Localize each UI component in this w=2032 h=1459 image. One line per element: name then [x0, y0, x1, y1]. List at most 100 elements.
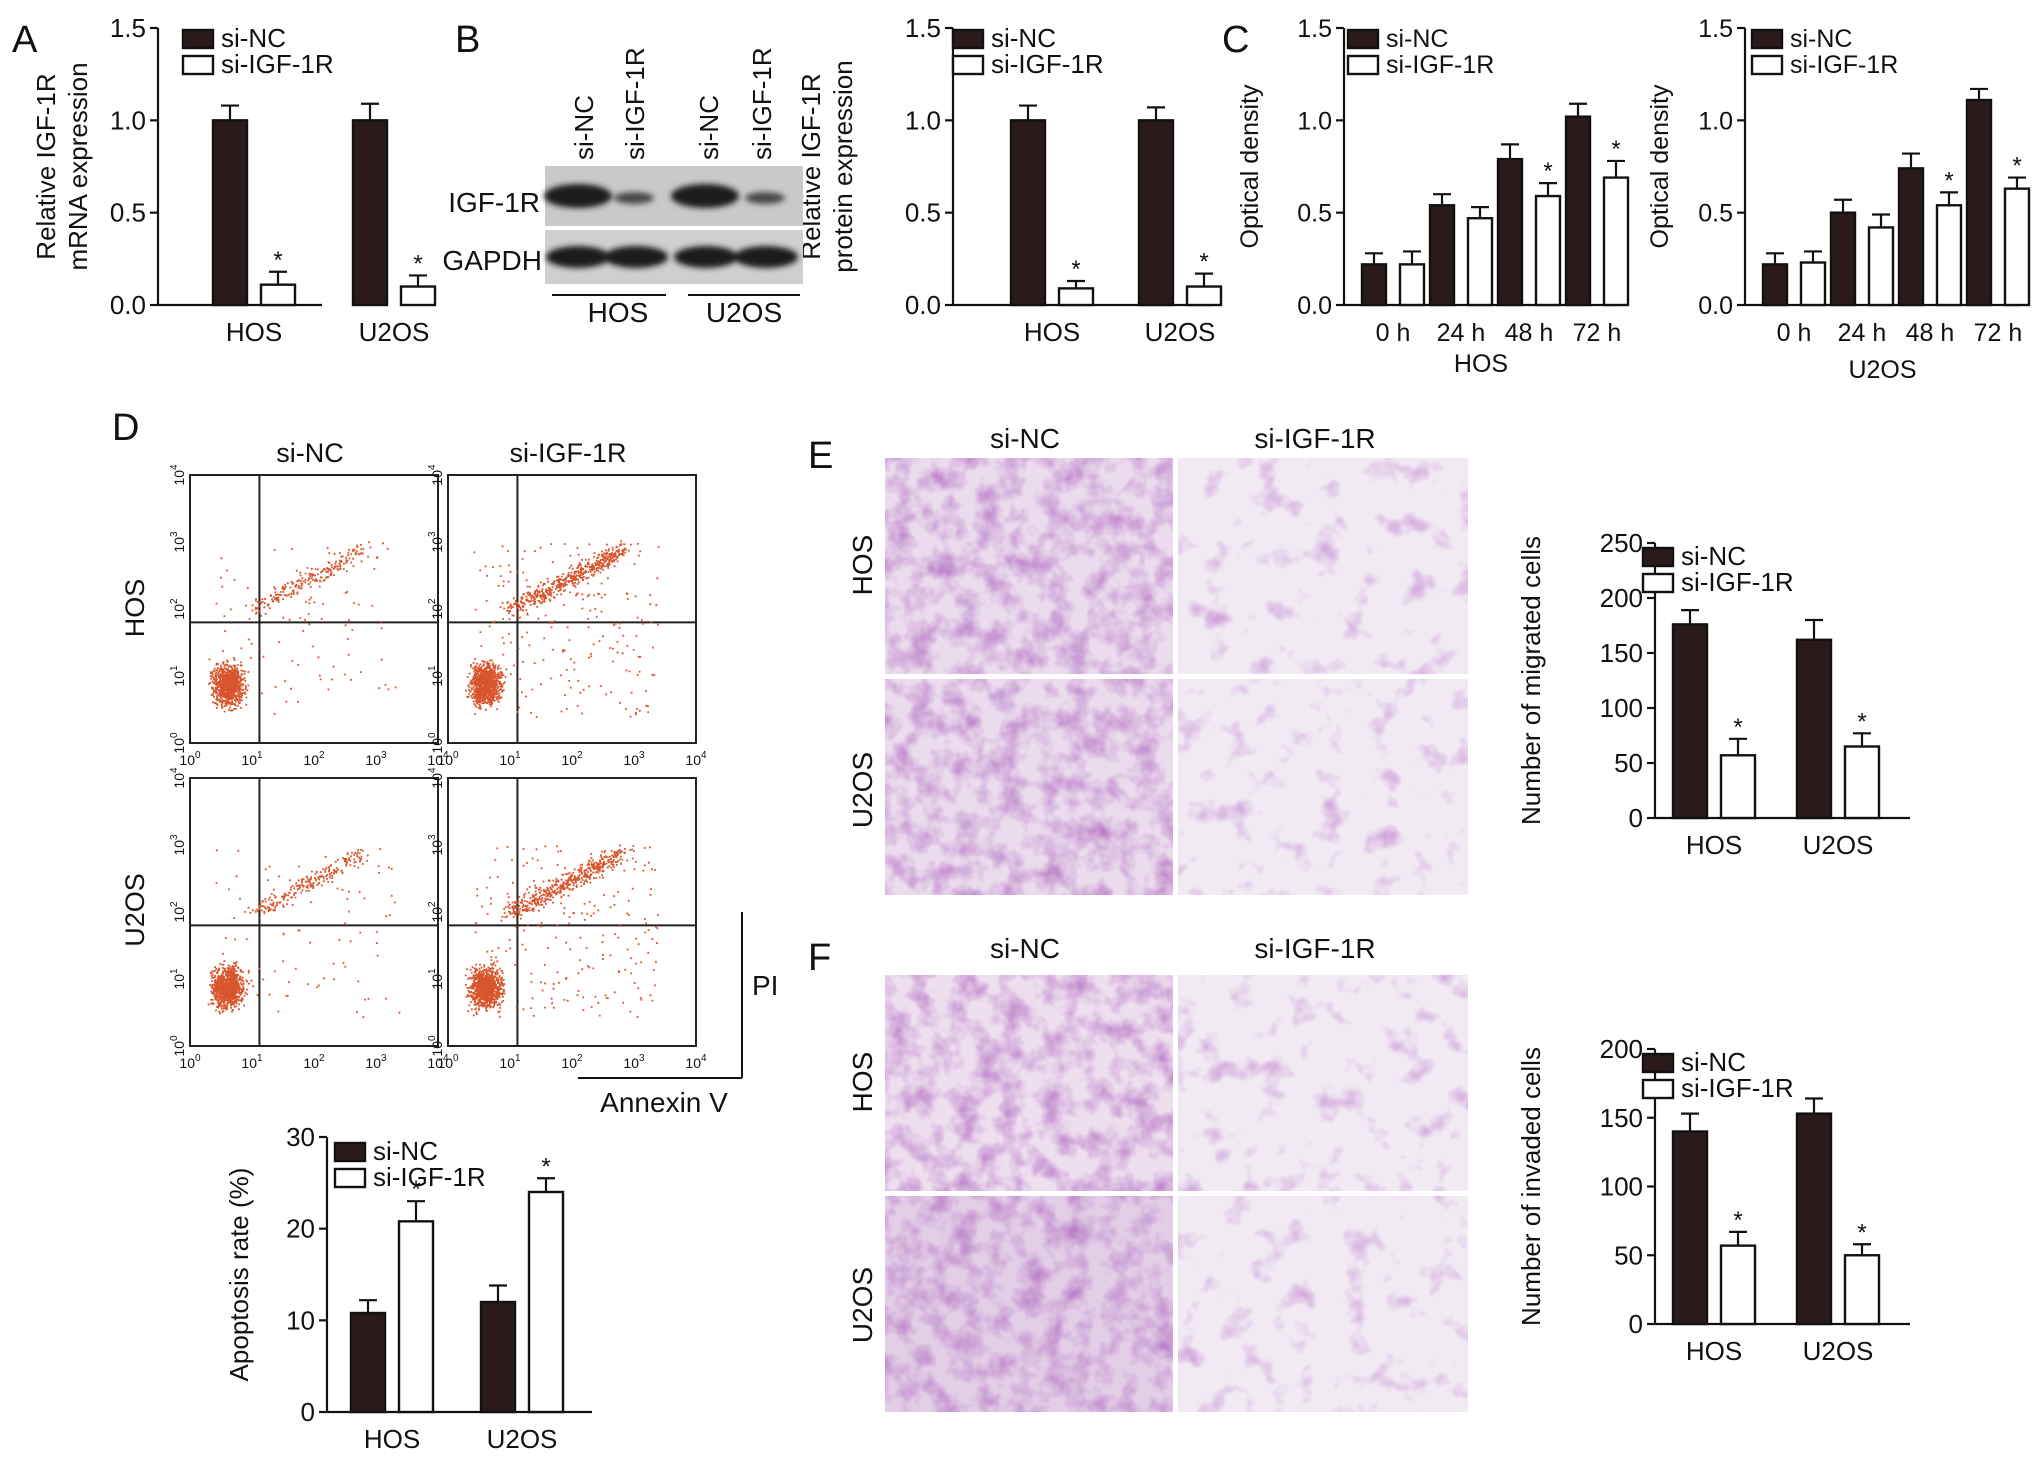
legend-swatch-si-igf-1r — [181, 54, 215, 76]
x-tick-label: U2OS — [487, 1424, 558, 1454]
bar-c2-si-nc-3 — [1965, 98, 1993, 307]
legend-label-si-nc: si-NC — [373, 1136, 438, 1166]
band-igf1r-lane1 — [544, 184, 612, 208]
y-tick-label: 0.0 — [110, 290, 146, 320]
y-tick-label: 30 — [286, 1122, 315, 1152]
flow-y-tick-label: 102 — [427, 598, 445, 620]
bar-c1-si-nc-3 — [1564, 115, 1592, 307]
bar-c2-si-igf-1r-1 — [1867, 226, 1895, 307]
micro-F-u2os-nc-stain — [885, 1196, 1173, 1412]
significance-marker: * — [1071, 256, 1080, 283]
bar-e-si-igf-1r-0 — [1719, 754, 1757, 820]
bar-c2-si-nc-1 — [1829, 211, 1857, 307]
x-tick-label: 72 h — [1974, 319, 2023, 347]
y-axis-label: Number of migrated cells — [1516, 536, 1546, 825]
micro-F-u2os-kd-stain — [1178, 1196, 1468, 1412]
micro-F-col-kd: si-IGF-1R — [1254, 933, 1375, 964]
bar-c1-si-nc-0 — [1360, 263, 1388, 307]
bar-b-si-igf-1r-0 — [1057, 287, 1095, 307]
annexin-axis-label: Annexin V — [600, 1087, 728, 1118]
pi-axis-label: PI — [752, 970, 778, 1001]
y-axis-label: Number of invaded cells — [1516, 1047, 1546, 1326]
flow-y-tick-label: 102 — [169, 901, 187, 923]
flow-y-tick-label: 101 — [427, 968, 445, 990]
panel-label-C: C — [1222, 19, 1249, 61]
y-tick-label: 1.0 — [110, 105, 146, 135]
y-axis-label: Apoptosis rate (%) — [224, 1168, 254, 1382]
x-tick-label: U2OS — [359, 317, 430, 347]
legend-swatch-si-nc — [951, 28, 985, 50]
bar-a-si-igf-1r-0 — [259, 283, 297, 307]
flow-y-tick-label: 103 — [169, 531, 187, 553]
legend-swatch-si-nc — [333, 1141, 367, 1163]
legend-swatch-si-igf-1r — [1750, 54, 1784, 76]
x-tick-label: HOS — [1686, 1336, 1742, 1366]
significance-marker: * — [1857, 1219, 1866, 1246]
micro-E-hos-nc-stain — [885, 458, 1173, 674]
microscopy-E: si-NC si-IGF-1R HOS U2OS — [847, 423, 1468, 895]
legend-label-si-igf-1r: si-IGF-1R — [373, 1162, 486, 1192]
legend-label-si-igf-1r: si-IGF-1R — [1386, 51, 1494, 79]
bar-e-si-nc-0 — [1671, 623, 1709, 820]
flow-x-tick-label: 104 — [685, 1053, 707, 1071]
flow-plot-hos-si-nc: 100 100 101 101 102 102 103 103 104 104 — [169, 464, 449, 768]
y-axis-label: Relative IGF-1R — [31, 73, 61, 259]
flow-x-tick-label: 103 — [623, 1053, 645, 1071]
panel-label-A: A — [12, 19, 38, 61]
flow-x-tick-label: 102 — [303, 1053, 325, 1071]
flow-y-tick-label: 103 — [427, 834, 445, 856]
bar-c2-si-nc-0 — [1761, 263, 1789, 307]
y-axis-label: Optical density — [1236, 84, 1264, 248]
legend-label-si-igf-1r: si-IGF-1R — [991, 49, 1104, 79]
significance-marker: * — [1944, 167, 1953, 194]
flow-y-tick-label: 101 — [169, 968, 187, 990]
flow-y-tick-label: 104 — [169, 464, 187, 486]
legend-swatch-si-igf-1r — [1346, 54, 1380, 76]
bar-c1-si-igf-1r-3 — [1602, 176, 1630, 307]
flow-x-tick-label: 101 — [499, 750, 521, 768]
y-tick-label: 1.5 — [110, 13, 146, 43]
blot-group-hos: HOS — [588, 297, 649, 328]
band-gapdh-lane1 — [546, 246, 610, 268]
bar-f-si-nc-0 — [1671, 1130, 1709, 1326]
flow-x-tick-label: 104 — [685, 750, 707, 768]
significance-marker: * — [541, 1153, 550, 1180]
flow-x-tick-label: 102 — [561, 1053, 583, 1071]
y-tick-label: 150 — [1600, 1103, 1643, 1133]
bar-c2-si-igf-1r-2 — [1935, 204, 1963, 307]
bar-c2-si-igf-1r-0 — [1799, 261, 1827, 307]
bar-b-si-nc-1 — [1137, 119, 1175, 307]
flow-x-tick-label: 103 — [365, 750, 387, 768]
blot-row-label-gapdh: GAPDH — [442, 245, 542, 276]
legend-swatch-si-nc — [1750, 28, 1784, 50]
y-tick-label: 0 — [1629, 803, 1643, 833]
y-axis-label: Optical density — [1646, 84, 1674, 248]
bar-c1-si-igf-1r-0 — [1398, 263, 1426, 307]
flow-y-tick-label: 103 — [427, 531, 445, 553]
micro-E-u2os-kd-stain — [1178, 679, 1468, 895]
y-tick-label: 0 — [301, 1397, 315, 1427]
y-tick-label: 150 — [1600, 638, 1643, 668]
flow-cytometry: si-NC si-IGF-1R HOS U2OS 100 100 101 101 102… — [120, 438, 778, 1118]
microscopy-F: si-NC si-IGF-1R HOS U2OS — [847, 933, 1468, 1412]
flow-x-tick-label: 101 — [241, 750, 263, 768]
x-tick-label: 48 h — [1505, 319, 1554, 347]
flow-y-tick-label: 104 — [427, 464, 445, 486]
legend-swatch-si-nc — [1641, 546, 1675, 568]
flow-y-tick-label: 102 — [427, 901, 445, 923]
bar-d-si-nc-1 — [479, 1300, 517, 1414]
flow-y-tick-label: 101 — [427, 665, 445, 687]
legend-swatch-si-igf-1r — [951, 54, 985, 76]
bar-c2-si-igf-1r-3 — [2003, 187, 2031, 307]
y-tick-label: 0.0 — [1297, 292, 1332, 320]
legend-label-si-igf-1r: si-IGF-1R — [1681, 567, 1794, 597]
bar-d-si-igf-1r-1 — [527, 1190, 565, 1414]
chart-mrna-expression: 0.0 0.5 1.0 1.5 Relative IGF-1R mRNA expressi… — [31, 13, 437, 347]
y-tick-label: 0 — [1629, 1309, 1643, 1339]
y-tick-label: 1.5 — [1297, 15, 1332, 43]
legend-swatch-si-igf-1r — [1641, 1078, 1675, 1100]
